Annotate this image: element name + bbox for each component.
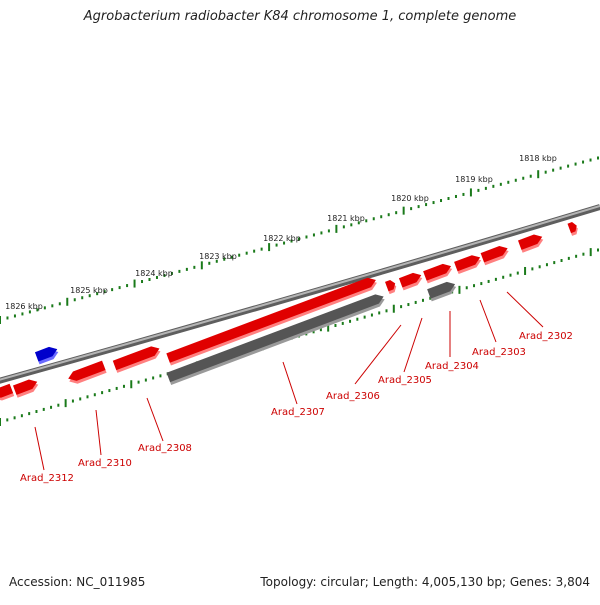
label-leader-line	[146, 397, 164, 442]
gene-label[interactable]: Arad_2302	[519, 331, 573, 342]
label-leaders	[34, 291, 544, 471]
gene-arrow-body	[480, 246, 508, 263]
gene-label[interactable]: Arad_2307	[271, 407, 325, 418]
gene-arrow[interactable]	[398, 270, 424, 291]
gene-label[interactable]: Arad_2306	[326, 391, 380, 402]
gene-arrow-body	[166, 277, 376, 363]
gene-arrow[interactable]	[13, 377, 40, 398]
gene-arrow[interactable]	[66, 360, 107, 387]
gene-arrow-body	[398, 272, 422, 288]
scale-label: 1824 kbp	[135, 269, 173, 278]
pseudo-gene-arrow[interactable]	[427, 279, 458, 302]
gene-arrow-body	[68, 360, 106, 381]
chromosome-backbone	[0, 204, 600, 384]
gene-arrow-body	[0, 383, 14, 398]
label-leader-line	[506, 291, 544, 328]
gene-label[interactable]: Arad_2305	[378, 375, 432, 386]
scale-label: 1822 kbp	[263, 234, 301, 243]
gene-features	[0, 221, 579, 403]
gene-label[interactable]: Arad_2304	[425, 361, 479, 372]
scale-label: 1819 kbp	[455, 175, 493, 184]
gene-label[interactable]: Arad_2312	[20, 473, 74, 484]
label-leader-line	[479, 299, 497, 343]
label-leader-line	[34, 426, 45, 471]
gene-arrow-body	[166, 294, 384, 383]
gene-arrow[interactable]	[518, 232, 545, 253]
rna-gene-arrow[interactable]	[34, 344, 60, 365]
scale-label: 1826 kbp	[5, 302, 43, 311]
genome-summary-text: Topology: circular; Length: 4,005,130 bp…	[260, 575, 590, 589]
gene-arrow-body	[454, 255, 481, 272]
gene-arrow[interactable]	[166, 275, 378, 366]
gene-label[interactable]: Arad_2310	[78, 458, 132, 469]
gene-label[interactable]: Arad_2308	[138, 443, 192, 454]
gene-arrow-body	[112, 346, 160, 371]
gene-arrow[interactable]	[385, 279, 398, 295]
scale-label: 1818 kbp	[519, 154, 557, 163]
map-labels: 1818 kbp 1819 kbp 1820 kbp 1821 kbp 1822 kbp…	[5, 154, 573, 484]
gene-arrow[interactable]	[454, 253, 483, 275]
gene-label[interactable]: Arad_2303	[472, 347, 526, 358]
gene-arrow-body	[34, 346, 58, 362]
gene-arrow-body	[518, 234, 543, 250]
gene-arrow[interactable]	[480, 244, 511, 266]
gene-arrow[interactable]	[112, 344, 163, 373]
pseudo-gene-arrow[interactable]	[166, 292, 387, 385]
gene-arrow-body	[567, 222, 577, 234]
scale-label: 1823 kbp	[199, 252, 237, 261]
gene-arrow-body	[427, 281, 456, 299]
backbone-highlight	[0, 205, 600, 381]
scale-label: 1825 kbp	[70, 286, 108, 295]
gene-arrow-body	[385, 280, 396, 292]
gene-arrow-body	[13, 379, 38, 395]
map-title: Agrobacterium radiobacter K84 chromosome…	[83, 9, 517, 24]
label-leader-line	[403, 317, 423, 373]
gene-arrow[interactable]	[0, 383, 15, 403]
gene-arrow[interactable]	[423, 261, 454, 284]
scale-label: 1820 kbp	[391, 194, 429, 203]
label-leader-line	[282, 361, 298, 405]
label-leader-line	[354, 324, 402, 385]
label-leader-line	[95, 409, 102, 456]
accession-text: Accession: NC_011985	[9, 575, 146, 589]
scale-label: 1821 kbp	[327, 214, 365, 223]
gene-arrow[interactable]	[567, 221, 579, 236]
gene-arrow-body	[423, 263, 452, 281]
